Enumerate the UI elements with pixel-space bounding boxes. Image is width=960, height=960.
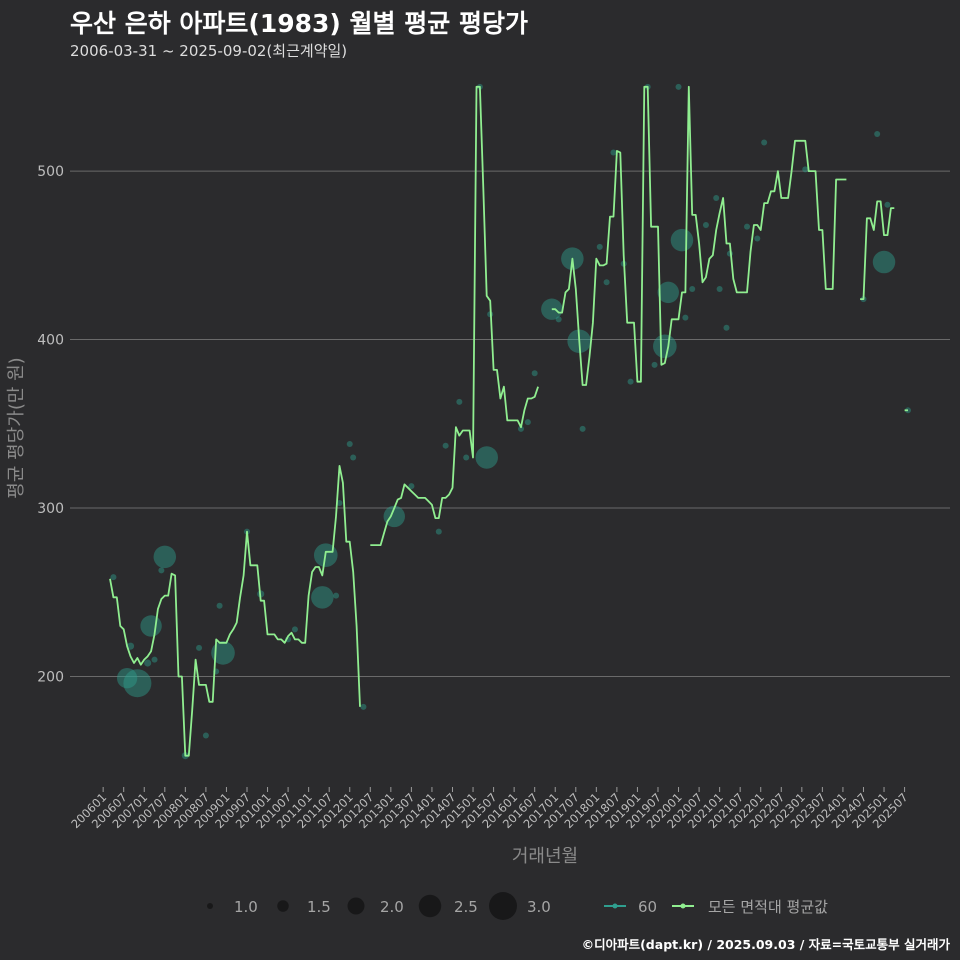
data-point-60 [610,149,617,156]
data-point-60 [657,281,679,304]
data-point-60 [723,324,730,331]
data-point-60 [603,279,610,286]
data-point-60 [311,586,334,609]
y-axis-title: 평균 평당가(만 원) [6,357,27,498]
legend-key-60-dot [612,903,618,909]
data-point-60 [346,441,353,448]
data-point-60 [689,286,696,293]
data-point-60 [713,195,720,202]
y-tick-label: 200 [37,669,64,685]
data-point-60 [754,235,761,242]
data-point-60 [884,201,891,208]
series-average-line [860,200,895,300]
series-average-line [109,465,361,757]
data-point-60 [653,334,677,359]
y-tick-label: 500 [37,164,64,180]
data-point-60 [531,370,538,377]
data-point-60 [872,250,896,274]
size-legend-symbol [207,903,213,909]
data-point-60 [144,659,152,667]
size-legend-label: 1.5 [307,898,331,916]
legend-key-average-dot [680,903,686,909]
data-point-60 [158,567,165,574]
data-point-60 [442,442,449,449]
chart-title: 우산 은하 아파트(1983) 월별 평균 평당가 [70,9,528,38]
data-point-60 [123,669,152,698]
size-legend-label: 1.0 [234,898,258,916]
data-point-60 [151,656,158,663]
data-point-60 [216,602,223,609]
legend-label-60: 60 [638,898,657,916]
size-legend-label: 3.0 [527,898,551,916]
data-point-60 [761,139,768,146]
data-point-60 [702,221,709,228]
data-point-60 [116,668,138,689]
data-point-60 [336,499,343,506]
data-point-60 [517,425,524,432]
series-60-points [110,83,911,760]
data-point-60 [333,592,340,599]
data-point-60 [202,732,209,739]
data-point-60 [350,454,357,461]
size-legend-symbol [277,900,289,912]
data-point-60 [802,166,809,173]
data-point-60 [675,83,682,90]
data-point-60 [670,228,694,252]
data-point-60 [291,626,298,633]
data-point-60 [408,483,415,490]
y-tick-label: 300 [37,501,64,517]
size-legend-label: 2.0 [380,898,404,916]
y-tick-label: 400 [37,333,64,349]
data-point-60 [196,644,203,651]
chart-subtitle: 2006-03-31 ~ 2025-09-02(최근계약일) [70,42,348,60]
data-point-60 [596,243,603,250]
data-point-60 [627,378,634,385]
data-point-60 [682,314,689,321]
size-legend-symbol [418,894,442,918]
data-point-60 [383,505,405,528]
data-point-60 [874,131,881,138]
data-point-60 [110,574,117,581]
data-point-60 [744,223,751,230]
data-point-60 [475,446,498,469]
data-point-60 [555,316,562,323]
data-point-60 [463,454,470,461]
size-legend-label: 2.5 [454,898,478,916]
series-average-line [551,85,847,386]
data-point-60 [651,361,658,368]
legend-label-average: 모든 면적대 평균값 [708,898,828,916]
source-caption: ©디아파트(dapt.kr) / 2025.09.03 / 자료=국토교통부 실… [581,937,950,952]
data-point-60 [153,545,177,569]
data-point-60 [456,398,463,405]
data-point-60 [211,641,235,665]
data-point-60 [126,642,135,650]
data-point-60 [524,419,531,426]
data-point-60 [435,528,442,535]
data-point-60 [360,703,367,710]
data-point-60 [140,615,162,637]
data-point-60 [716,286,723,293]
data-point-60 [579,425,586,432]
size-legend-symbol [347,897,365,915]
series-average-line [370,85,539,546]
x-axis-title: 거래년월 [512,846,578,867]
size-legend-symbol [489,892,517,920]
